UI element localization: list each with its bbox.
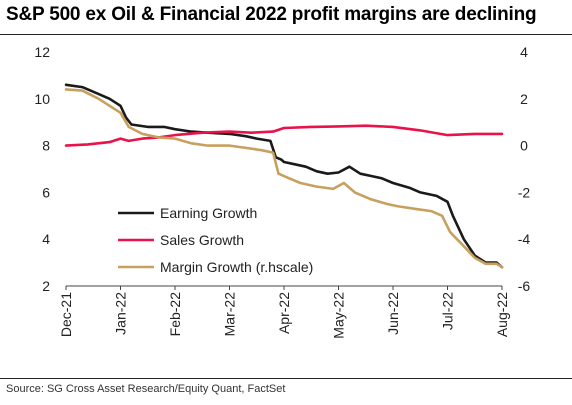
x-tick-label: Feb-22 bbox=[167, 292, 183, 337]
series-line-sales-growth bbox=[64, 124, 504, 147]
x-tick-label: Dec-21 bbox=[58, 292, 74, 337]
footer-divider bbox=[0, 378, 572, 379]
y-left-tick-label: 10 bbox=[34, 91, 50, 107]
line-chart: 2 4 6 8 10 12 -6 -4 -2 0 2 4 Dec-21 Jan-22 Feb-22 Mar-2… bbox=[34, 44, 530, 339]
legend-label: Margin Growth (r.hscale) bbox=[160, 259, 313, 275]
legend-label: Earning Growth bbox=[160, 205, 257, 221]
y-right-tick-label: 4 bbox=[520, 44, 528, 60]
x-tick-label: Jun-22 bbox=[385, 292, 401, 335]
legend-label: Sales Growth bbox=[160, 232, 244, 248]
y-right-tick-label: 2 bbox=[520, 91, 528, 107]
chart-title: S&P 500 ex Oil & Financial 2022 profit m… bbox=[6, 4, 537, 25]
x-tick-label: Mar-22 bbox=[222, 292, 238, 337]
series-line-margin-growth-r-hscale bbox=[64, 88, 504, 269]
title-divider bbox=[0, 34, 572, 35]
source-note: Source: SG Cross Asset Research/Equity Q… bbox=[6, 383, 286, 395]
series-line-earning-growth bbox=[64, 83, 504, 269]
y-right-tick-label: -4 bbox=[518, 231, 531, 247]
y-left-tick-label: 4 bbox=[42, 231, 50, 247]
y-left-tick-label: 6 bbox=[42, 184, 50, 200]
y-left-tick-label: 12 bbox=[34, 44, 50, 60]
y-right-tick-label: -2 bbox=[518, 184, 531, 200]
y-right-tick-label: -6 bbox=[518, 278, 531, 294]
x-tick-label: Aug-22 bbox=[494, 292, 510, 337]
x-tick-label: Apr-22 bbox=[276, 292, 292, 334]
x-tick-label: May-22 bbox=[331, 292, 347, 339]
chart-axes: 2 4 6 8 10 12 -6 -4 -2 0 2 4 Dec-21 Jan-22 Feb-22 Mar-2… bbox=[34, 44, 530, 339]
x-tick-label: Jul-22 bbox=[440, 292, 456, 330]
x-tick-label: Jan-22 bbox=[113, 292, 129, 335]
y-left-tick-label: 8 bbox=[42, 138, 50, 154]
chart-series bbox=[64, 83, 504, 269]
y-left-tick-label: 2 bbox=[42, 278, 50, 294]
chart-legend: Earning Growth Sales Growth Margin Growth … bbox=[118, 205, 313, 275]
y-right-tick-label: 0 bbox=[520, 138, 528, 154]
